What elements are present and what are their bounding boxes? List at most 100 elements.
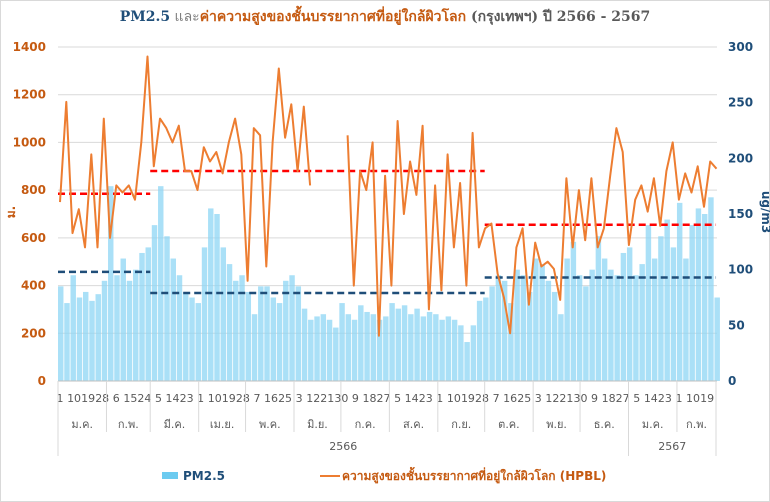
x-tick-label: 16 bbox=[264, 392, 278, 405]
pm25-bar bbox=[526, 291, 533, 381]
left-tick-label: 200 bbox=[21, 326, 46, 340]
x-tick-label: 19 bbox=[700, 392, 714, 405]
month-label: มี.ค. bbox=[164, 418, 186, 431]
left-tick-label: 0 bbox=[38, 374, 46, 388]
pm25-bar bbox=[601, 258, 608, 381]
x-tick-label: 5 bbox=[155, 392, 162, 405]
pm25-bar bbox=[426, 311, 433, 381]
x-tick-label: 9 bbox=[591, 392, 598, 405]
pm25-bar bbox=[401, 305, 408, 381]
pm25-bar bbox=[176, 275, 183, 381]
month-label: ก.พ. bbox=[686, 418, 707, 431]
pm25-bar bbox=[120, 258, 126, 381]
pm25-bar bbox=[564, 258, 570, 381]
pm25-bar bbox=[514, 269, 520, 381]
x-tick-label: 23 bbox=[658, 392, 672, 405]
pm25-bar bbox=[289, 275, 295, 381]
month-label: ก.ย. bbox=[451, 418, 471, 431]
pm25-bar bbox=[314, 316, 320, 381]
x-tick-label: 27 bbox=[616, 392, 630, 405]
pm25-bar bbox=[239, 275, 245, 381]
month-label: มิ.ย. bbox=[307, 418, 328, 431]
x-tick-label: 5 bbox=[394, 392, 401, 405]
pm25-bar bbox=[358, 305, 364, 381]
x-tick-label: 25 bbox=[278, 392, 292, 405]
x-tick-label: 10 bbox=[447, 392, 461, 405]
left-tick-label: 800 bbox=[21, 183, 46, 197]
pm25-bar bbox=[108, 186, 114, 381]
hpbl-line bbox=[59, 55, 718, 337]
x-tick-label: 14 bbox=[166, 392, 180, 405]
right-tick-label: 100 bbox=[728, 263, 753, 277]
pm25-bar bbox=[195, 303, 201, 381]
pm25-bar bbox=[620, 252, 627, 381]
pm25-bar bbox=[545, 280, 552, 381]
pm25-bar bbox=[339, 303, 345, 381]
left-tick-label: 1000 bbox=[13, 135, 46, 149]
pm25-bar bbox=[576, 275, 583, 381]
x-tick-label: 19 bbox=[461, 392, 475, 405]
x-tick-label: 7 bbox=[253, 392, 260, 405]
x-tick-label: 12 bbox=[306, 392, 320, 405]
pm25-bar bbox=[683, 258, 689, 381]
pm25-bar bbox=[570, 241, 577, 381]
pm25-bar bbox=[270, 297, 277, 381]
pm25-bar bbox=[614, 275, 620, 381]
x-tick-label: 28 bbox=[475, 392, 489, 405]
month-label: ธ.ค. bbox=[594, 418, 615, 431]
x-tick-label: 21 bbox=[559, 392, 573, 405]
pm25-bar bbox=[226, 264, 233, 381]
x-tick-label: 6 bbox=[113, 392, 120, 405]
pm25-bar bbox=[376, 319, 383, 381]
pm25-bar bbox=[245, 291, 252, 381]
title-and: และ bbox=[170, 9, 200, 25]
pm25-bar bbox=[558, 314, 564, 381]
x-tick-label: 28 bbox=[95, 392, 109, 405]
x-tick-label: 3 bbox=[535, 392, 542, 405]
pm25-bar bbox=[495, 275, 502, 381]
pm25-bar bbox=[445, 316, 452, 381]
pm25-bar bbox=[95, 294, 101, 381]
pm25-bar bbox=[126, 280, 133, 381]
pm25-bar bbox=[308, 319, 314, 381]
pm25-bar bbox=[476, 300, 483, 381]
pm25-bar bbox=[539, 264, 545, 381]
pm25-bar bbox=[301, 308, 308, 381]
pm25-bar bbox=[420, 316, 427, 381]
pm25-bar bbox=[483, 297, 489, 381]
pm25-bar bbox=[689, 225, 695, 381]
x-tick-label: 14 bbox=[644, 392, 658, 405]
pm25-bar bbox=[676, 202, 683, 381]
year-label: 2567 bbox=[658, 440, 686, 453]
month-label: เม.ย. bbox=[210, 418, 234, 431]
month-label: พ.ย. bbox=[546, 418, 567, 431]
pm25-bar bbox=[670, 247, 677, 381]
pm25-bar bbox=[639, 264, 645, 381]
pm25-bar bbox=[595, 236, 602, 381]
right-tick-label: 50 bbox=[728, 318, 745, 332]
pm25-bar bbox=[664, 219, 670, 381]
pm25-bar bbox=[658, 236, 664, 381]
pm25-bar bbox=[508, 303, 514, 381]
x-tick-label: 1 bbox=[57, 392, 64, 405]
title-hpbl: ค่าความสูงของชั้นบรรยากาศที่อยู่ใกล้ผิวโ… bbox=[200, 5, 466, 25]
pm25-bar bbox=[583, 286, 589, 381]
pm25-bar bbox=[208, 208, 214, 381]
x-tick-label: 7 bbox=[493, 392, 500, 405]
pm25-bar bbox=[145, 247, 151, 381]
pm25-bar bbox=[551, 291, 558, 381]
x-tick-label: 10 bbox=[686, 392, 700, 405]
pm25-bar bbox=[608, 269, 614, 381]
left-tick-label: 600 bbox=[21, 231, 46, 245]
x-tick-label: 15 bbox=[123, 392, 137, 405]
x-tick-label: 18 bbox=[602, 392, 616, 405]
pm25-bar bbox=[189, 297, 195, 381]
pm25-bar bbox=[183, 291, 189, 381]
pm25-bar bbox=[164, 236, 170, 381]
pm25-bar bbox=[320, 314, 327, 381]
pm25-bar bbox=[439, 319, 445, 381]
pm25-bar bbox=[433, 314, 439, 381]
pm25-bar bbox=[70, 275, 76, 381]
year-label: 2566 bbox=[329, 440, 357, 453]
